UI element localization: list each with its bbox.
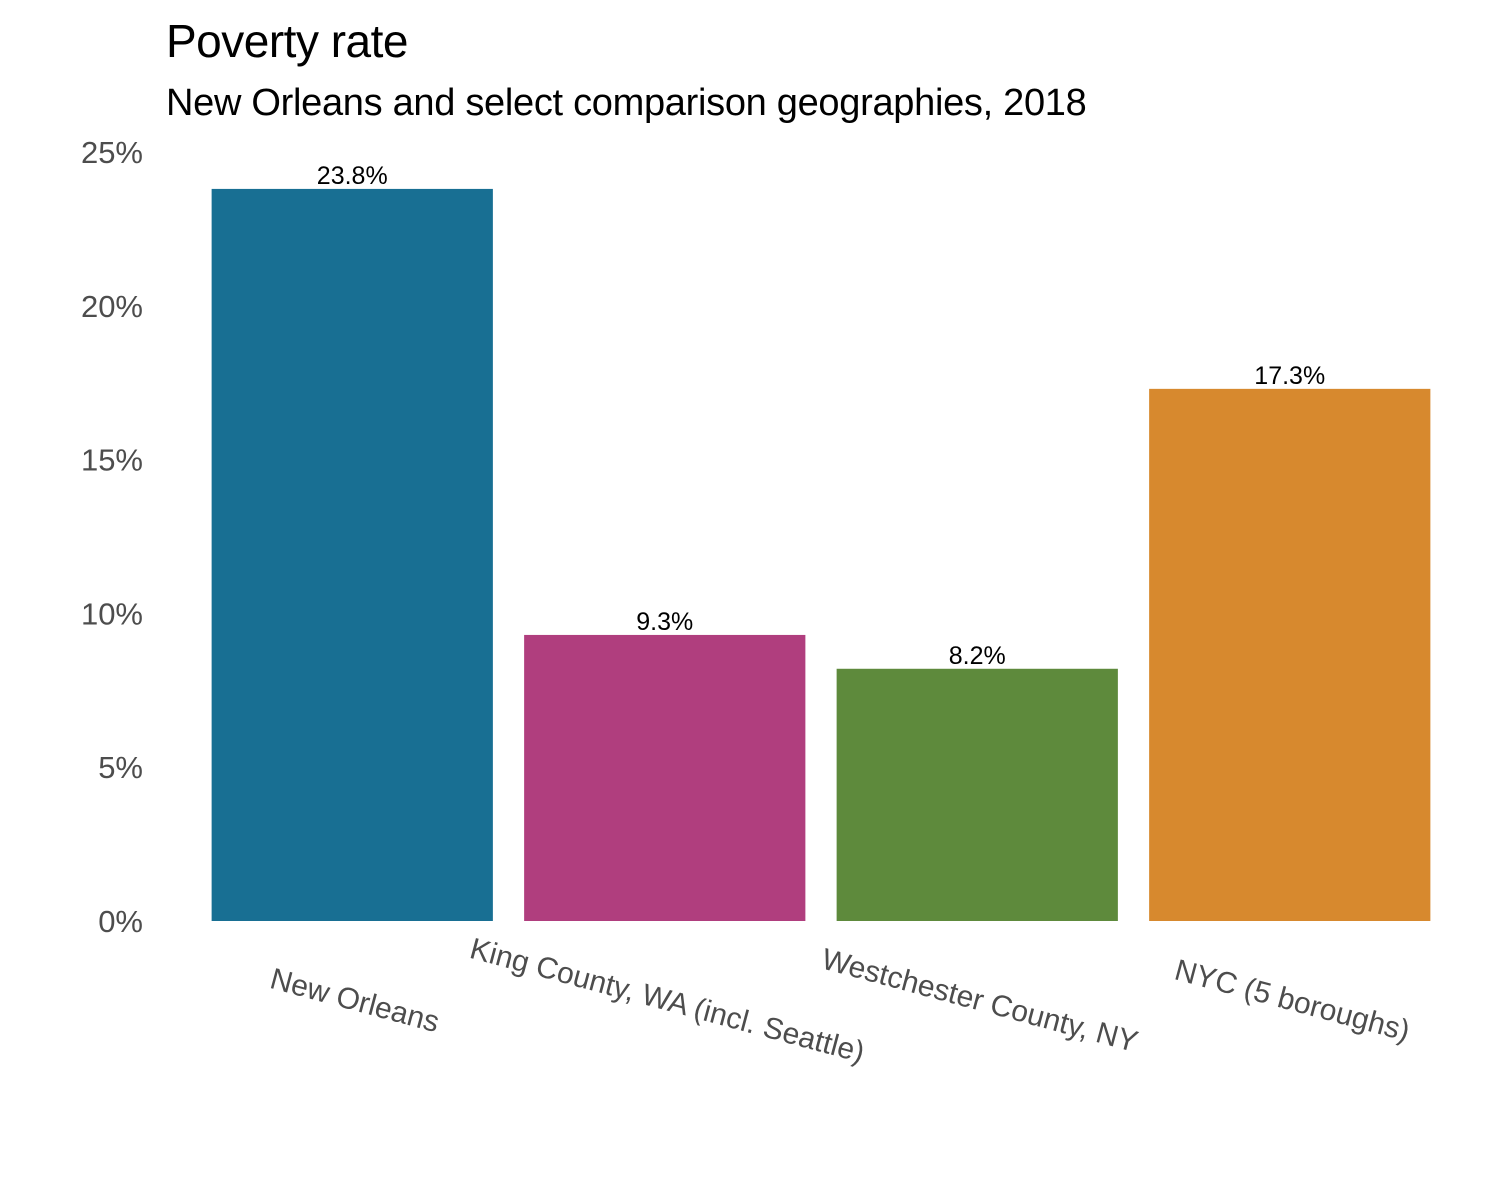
x-tick-label: NYC (5 boroughs) xyxy=(1171,954,1413,1048)
y-tick-label: 0% xyxy=(98,904,143,939)
y-tick-label: 20% xyxy=(81,289,143,324)
bar xyxy=(211,188,493,922)
y-tick-label: 10% xyxy=(81,596,143,631)
data-labels-group: 23.8% 9.3% 8.2% 17.3% xyxy=(317,162,1325,670)
bar xyxy=(1149,388,1431,921)
bars-group xyxy=(211,188,1431,922)
data-label: 9.3% xyxy=(636,608,693,636)
bar xyxy=(524,634,806,921)
data-label: 23.8% xyxy=(317,162,388,190)
x-tick-label: King County, WA (incl. Seattle) xyxy=(466,932,868,1069)
data-label: 17.3% xyxy=(1254,362,1325,390)
y-tick-label: 15% xyxy=(81,443,143,478)
x-tick-label: New Orleans xyxy=(267,962,443,1039)
y-tick-label: 25% xyxy=(81,135,143,170)
y-tick-label: 5% xyxy=(98,750,143,785)
bar xyxy=(836,668,1118,921)
x-axis: New Orleans King County, WA (incl. Seattl… xyxy=(267,932,1414,1069)
chart-subtitle: New Orleans and select comparison geogra… xyxy=(166,82,1087,124)
data-label: 8.2% xyxy=(949,642,1006,670)
chart-title: Poverty rate xyxy=(166,15,409,67)
y-axis: 0% 5% 10% 15% 20% 25% xyxy=(81,135,143,939)
